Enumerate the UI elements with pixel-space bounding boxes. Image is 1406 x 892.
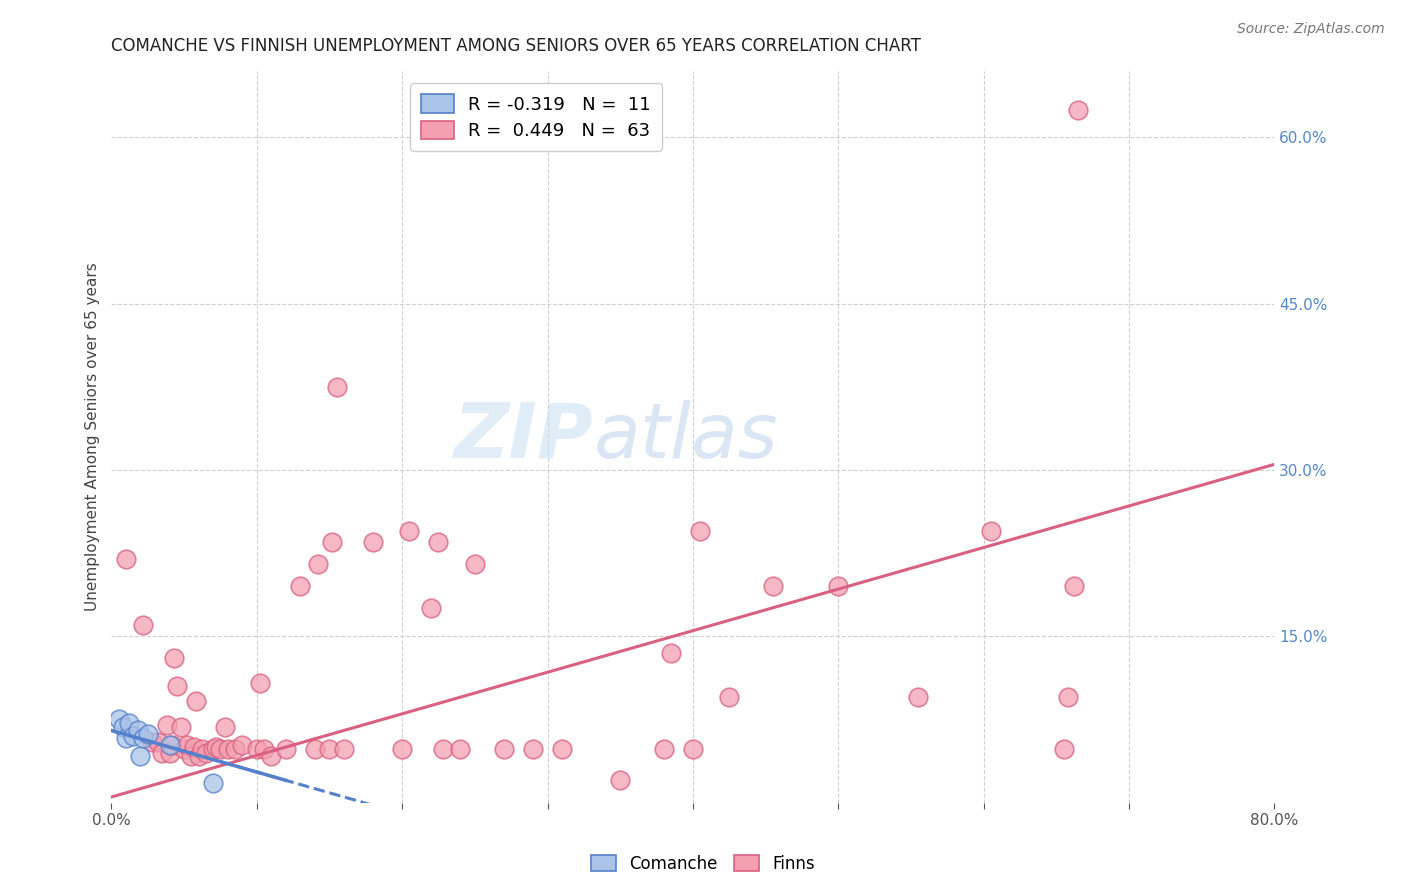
Text: COMANCHE VS FINNISH UNEMPLOYMENT AMONG SENIORS OVER 65 YEARS CORRELATION CHART: COMANCHE VS FINNISH UNEMPLOYMENT AMONG S…	[111, 37, 921, 55]
Point	[659, 646, 682, 660]
Point	[253, 742, 276, 756]
Point	[420, 601, 443, 615]
Point	[361, 535, 384, 549]
Point	[159, 746, 181, 760]
Point	[325, 380, 347, 394]
Point	[170, 720, 193, 734]
Point	[1063, 579, 1085, 593]
Text: atlas: atlas	[595, 400, 779, 474]
Point	[274, 742, 297, 756]
Point	[827, 579, 849, 593]
Point	[689, 524, 711, 538]
Point	[307, 557, 329, 571]
Point	[132, 618, 155, 632]
Point	[127, 723, 149, 738]
Point	[115, 731, 138, 746]
Point	[176, 738, 198, 752]
Point	[980, 524, 1002, 538]
Point	[166, 679, 188, 693]
Point	[194, 746, 217, 760]
Point	[184, 693, 207, 707]
Point	[249, 675, 271, 690]
Point	[122, 729, 145, 743]
Point	[214, 720, 236, 734]
Point	[115, 551, 138, 566]
Point	[391, 742, 413, 756]
Point	[304, 742, 326, 756]
Point	[333, 742, 356, 756]
Point	[159, 738, 181, 752]
Point	[260, 748, 283, 763]
Point	[1052, 742, 1074, 756]
Point	[205, 740, 228, 755]
Point	[112, 720, 135, 734]
Point	[907, 690, 929, 705]
Point	[449, 742, 471, 756]
Point	[718, 690, 741, 705]
Point	[202, 742, 225, 756]
Point	[162, 738, 184, 752]
Point	[118, 715, 141, 730]
Point	[551, 742, 574, 756]
Point	[321, 535, 343, 549]
Point	[492, 742, 515, 756]
Point	[682, 742, 704, 756]
Point	[231, 738, 253, 752]
Point	[146, 734, 169, 748]
Point	[464, 557, 486, 571]
Point	[150, 746, 173, 760]
Point	[246, 742, 269, 756]
Point	[652, 742, 675, 756]
Point	[187, 748, 209, 763]
Legend: R = -0.319   N =  11, R =  0.449   N =  63: R = -0.319 N = 11, R = 0.449 N = 63	[411, 84, 661, 151]
Y-axis label: Unemployment Among Seniors over 65 years: Unemployment Among Seniors over 65 years	[86, 262, 100, 611]
Point	[762, 579, 785, 593]
Point	[156, 718, 179, 732]
Point	[609, 773, 631, 788]
Point	[427, 535, 450, 549]
Point	[209, 742, 232, 756]
Point	[202, 775, 225, 789]
Point	[432, 742, 454, 756]
Point	[163, 651, 186, 665]
Point	[183, 740, 205, 755]
Point	[107, 712, 129, 726]
Point	[141, 734, 163, 748]
Point	[136, 727, 159, 741]
Point	[290, 579, 312, 593]
Point	[190, 742, 212, 756]
Point	[132, 731, 155, 746]
Text: Source: ZipAtlas.com: Source: ZipAtlas.com	[1237, 22, 1385, 37]
Point	[1057, 690, 1080, 705]
Point	[173, 742, 195, 756]
Point	[217, 742, 239, 756]
Point	[318, 742, 340, 756]
Legend: Comanche, Finns: Comanche, Finns	[583, 848, 823, 880]
Point	[180, 748, 202, 763]
Point	[522, 742, 544, 756]
Point	[224, 742, 246, 756]
Text: ZIP: ZIP	[454, 400, 595, 474]
Point	[129, 748, 152, 763]
Point	[1067, 103, 1090, 117]
Point	[398, 524, 420, 538]
